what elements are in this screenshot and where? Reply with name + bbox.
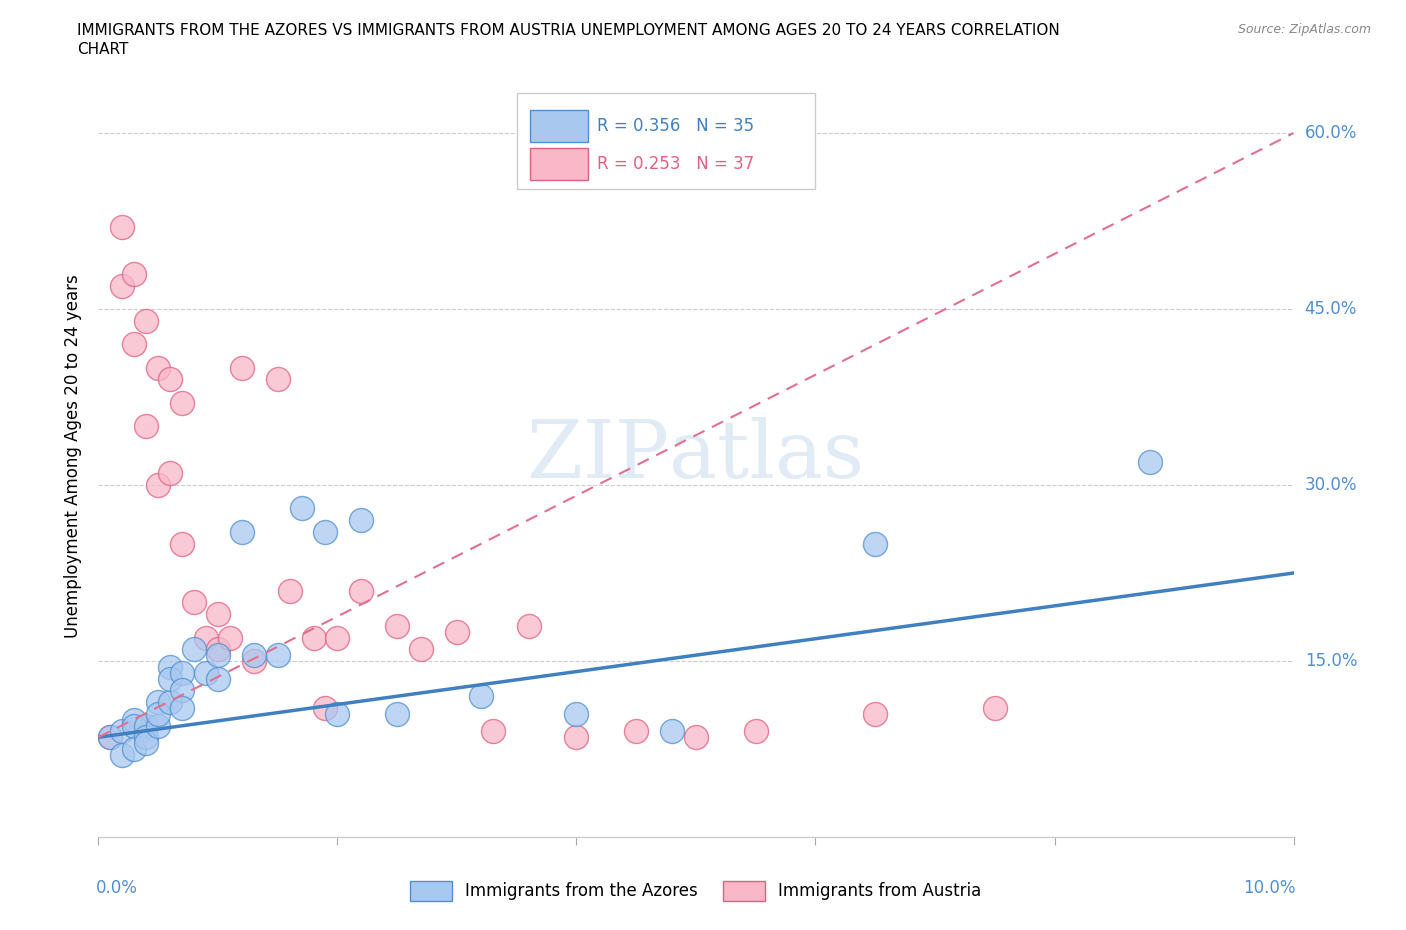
Point: [159, 659, 181, 674]
FancyBboxPatch shape: [517, 94, 815, 189]
Point: [470, 689, 492, 704]
Point: [124, 712, 146, 727]
Point: [195, 665, 218, 680]
Point: [685, 730, 707, 745]
Text: R = 0.253   N = 37: R = 0.253 N = 37: [596, 155, 754, 173]
Point: [135, 313, 157, 328]
Point: [124, 337, 146, 352]
Point: [124, 266, 146, 281]
Point: [183, 595, 205, 610]
Point: [231, 360, 253, 375]
Point: [135, 736, 157, 751]
Text: 45.0%: 45.0%: [1305, 300, 1357, 318]
Point: [159, 372, 181, 387]
Text: 10.0%: 10.0%: [1243, 879, 1296, 897]
Point: [385, 707, 409, 722]
Point: [148, 360, 170, 375]
Point: [446, 624, 468, 639]
Text: 30.0%: 30.0%: [1305, 476, 1357, 494]
FancyBboxPatch shape: [530, 149, 589, 180]
Point: [661, 724, 683, 738]
Point: [350, 583, 373, 598]
Point: [172, 665, 194, 680]
Point: [159, 466, 181, 481]
Point: [135, 418, 157, 433]
Point: [865, 707, 887, 722]
Point: [135, 730, 157, 745]
Point: [565, 730, 588, 745]
Point: [98, 730, 122, 745]
Text: Source: ZipAtlas.com: Source: ZipAtlas.com: [1237, 23, 1371, 36]
Point: [302, 631, 325, 645]
Text: IMMIGRANTS FROM THE AZORES VS IMMIGRANTS FROM AUSTRIA UNEMPLOYMENT AMONG AGES 20: IMMIGRANTS FROM THE AZORES VS IMMIGRANTS…: [77, 23, 1060, 38]
FancyBboxPatch shape: [530, 111, 589, 142]
Point: [517, 618, 540, 633]
Point: [159, 671, 181, 686]
Point: [111, 748, 134, 763]
Point: [207, 671, 229, 686]
Point: [135, 718, 157, 733]
Point: [315, 700, 337, 715]
Point: [243, 647, 266, 662]
Point: [148, 695, 170, 710]
Point: [148, 718, 170, 733]
Point: [350, 512, 373, 527]
Point: [172, 395, 194, 410]
Point: [411, 642, 433, 657]
Point: [148, 478, 170, 493]
Text: R = 0.356   N = 35: R = 0.356 N = 35: [596, 117, 754, 135]
Point: [207, 606, 229, 621]
Point: [124, 741, 146, 756]
Point: [278, 583, 301, 598]
Point: [243, 654, 266, 669]
Text: CHART: CHART: [77, 42, 129, 57]
Point: [326, 631, 349, 645]
Point: [207, 647, 229, 662]
Point: [326, 707, 349, 722]
Point: [172, 700, 194, 715]
Point: [219, 631, 242, 645]
Point: [111, 278, 134, 293]
Point: [148, 707, 170, 722]
Text: 60.0%: 60.0%: [1305, 124, 1357, 142]
Point: [124, 718, 146, 733]
Point: [111, 724, 134, 738]
Point: [1139, 454, 1161, 469]
Point: [482, 724, 505, 738]
Point: [207, 642, 229, 657]
Point: [183, 642, 205, 657]
Point: [159, 695, 181, 710]
Point: [565, 707, 588, 722]
Point: [98, 730, 122, 745]
Point: [984, 700, 1007, 715]
Point: [267, 372, 290, 387]
Point: [111, 219, 134, 234]
Point: [385, 618, 409, 633]
Point: [626, 724, 648, 738]
Point: [267, 647, 290, 662]
Point: [745, 724, 768, 738]
Text: 15.0%: 15.0%: [1305, 652, 1357, 670]
Point: [172, 537, 194, 551]
Point: [865, 537, 887, 551]
Legend: Immigrants from the Azores, Immigrants from Austria: Immigrants from the Azores, Immigrants f…: [411, 881, 981, 901]
Point: [231, 525, 253, 539]
Point: [195, 631, 218, 645]
Point: [291, 501, 314, 516]
Text: ZIP​atlas: ZIP​atlas: [527, 417, 865, 495]
Point: [315, 525, 337, 539]
Text: 0.0%: 0.0%: [96, 879, 138, 897]
Y-axis label: Unemployment Among Ages 20 to 24 years: Unemployment Among Ages 20 to 24 years: [65, 273, 83, 638]
Point: [172, 683, 194, 698]
